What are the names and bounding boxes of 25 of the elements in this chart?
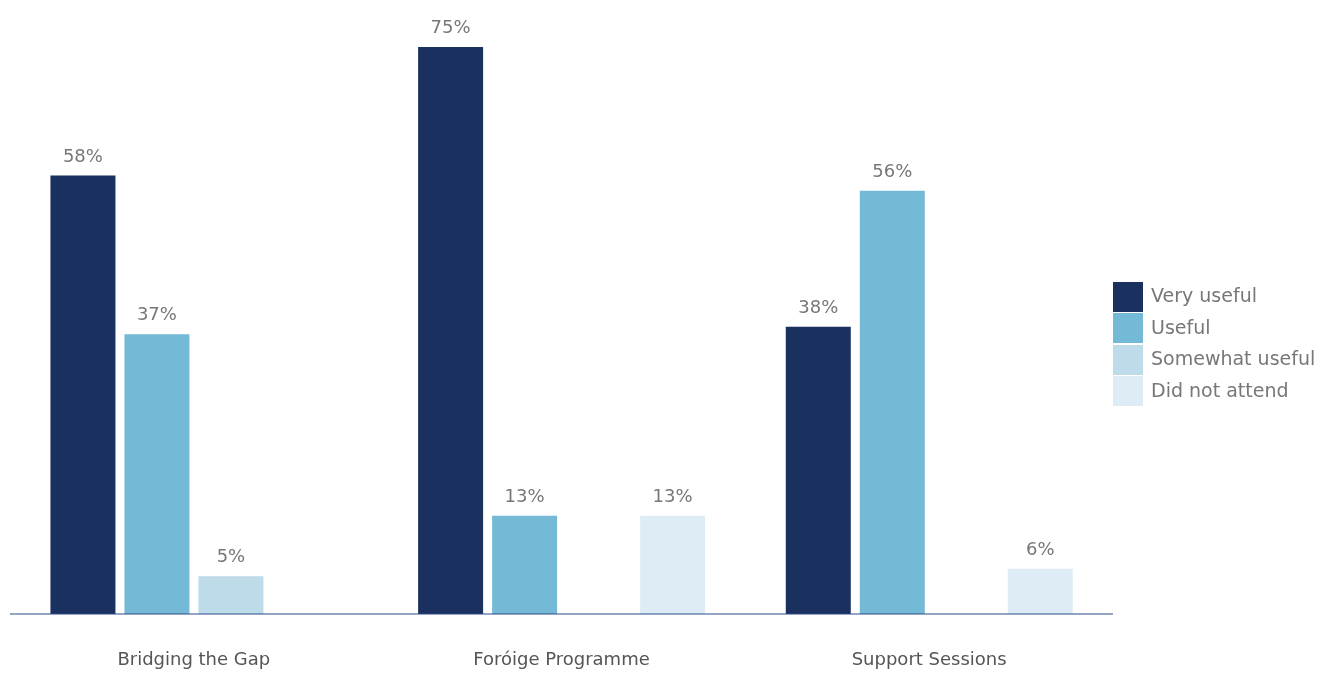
legend-label: Did not attend — [1151, 378, 1289, 401]
bar — [859, 190, 925, 614]
x-tick-label: Support Sessions — [851, 647, 1007, 669]
data-label: 38% — [798, 295, 839, 317]
data-label: 58% — [62, 144, 103, 166]
bar — [50, 175, 116, 614]
bar — [198, 576, 264, 614]
bar — [1007, 568, 1073, 614]
bar — [418, 47, 484, 614]
legend-label: Somewhat useful — [1151, 347, 1316, 369]
legend-label: Useful — [1151, 315, 1211, 338]
data-label: 13% — [652, 484, 693, 506]
x-tick-label: Bridging the Gap — [117, 647, 271, 669]
bar — [785, 326, 851, 614]
data-label: 56% — [872, 159, 913, 181]
x-tick-label: Foróige Programme — [473, 647, 650, 669]
data-label: 5% — [216, 545, 246, 567]
legend-label: Very useful — [1151, 284, 1257, 306]
bar — [492, 515, 558, 614]
data-label: 37% — [136, 303, 177, 325]
bar — [124, 334, 190, 614]
data-label: 6% — [1026, 537, 1055, 559]
data-label: 75% — [430, 16, 471, 37]
bar — [640, 515, 706, 614]
data-label: 13% — [504, 484, 545, 506]
